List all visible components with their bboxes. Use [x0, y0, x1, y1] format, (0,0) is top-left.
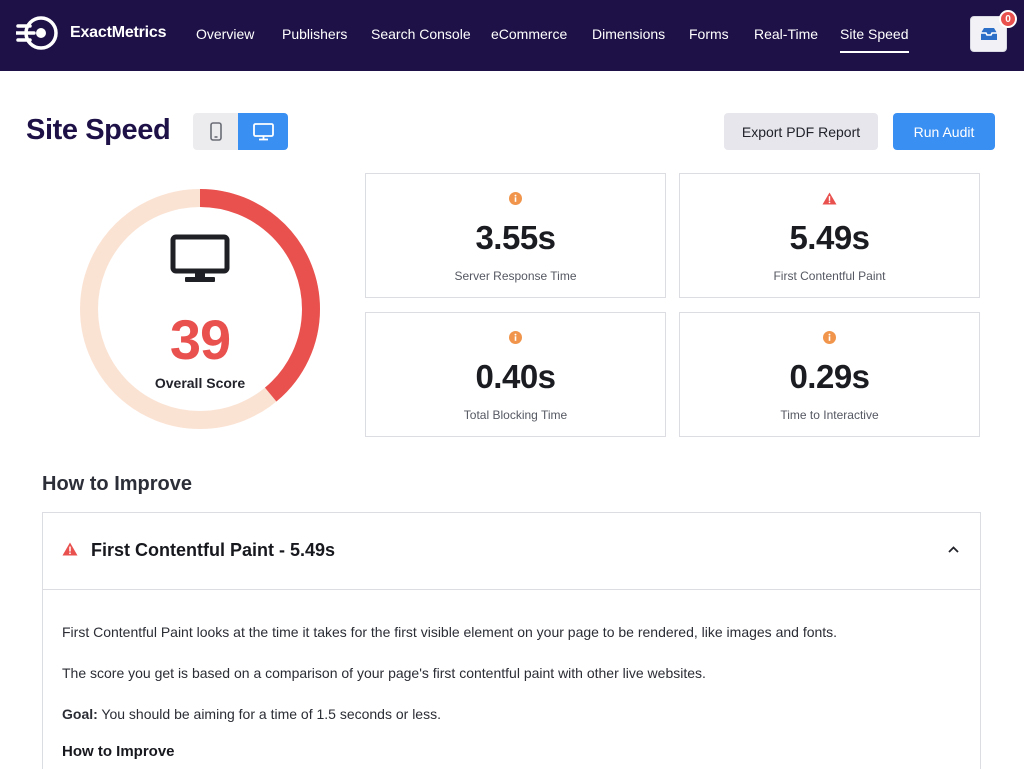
run-audit-button[interactable]: Run Audit: [893, 113, 995, 150]
metric-value: 5.49s: [789, 219, 870, 256]
notifications-button[interactable]: 0: [970, 10, 1017, 52]
mobile-icon: [209, 122, 222, 141]
page-title: Site Speed: [26, 114, 171, 146]
nav-overview[interactable]: Overview: [196, 26, 255, 42]
device-toggle: [193, 113, 288, 150]
notification-count-badge: 0: [999, 10, 1017, 28]
metric-card-server-response-time: 3.55s Server Response Time: [365, 173, 666, 298]
brand-logo[interactable]: ExactMetrics: [16, 15, 167, 51]
goal-text: You should be aiming for a time of 1.5 s…: [97, 706, 441, 722]
metric-label: Total Blocking Time: [463, 408, 568, 422]
metric-card-time-to-interactive: 0.29s Time to Interactive: [679, 312, 980, 437]
nav-publishers[interactable]: Publishers: [282, 26, 348, 42]
how-to-improve-heading: How to Improve: [42, 473, 193, 495]
metric-label: First Contentful Paint: [773, 269, 886, 283]
metric-card-total-blocking-time: 0.40s Total Blocking Time: [365, 312, 666, 437]
metric-value: 0.40s: [475, 358, 556, 395]
metric-value: 3.55s: [475, 219, 556, 256]
warning-icon: [62, 542, 78, 556]
mobile-view-button[interactable]: [193, 113, 238, 150]
metric-label: Server Response Time: [454, 269, 577, 283]
desktop-icon: [170, 234, 230, 282]
score-ring-progress: [80, 189, 320, 429]
top-nav-bar: ExactMetrics Overview Publishers Search …: [0, 0, 1024, 71]
brand-name: ExactMetrics: [70, 24, 167, 41]
export-pdf-report-button[interactable]: Export PDF Report: [724, 113, 878, 150]
desktop-icon: [252, 122, 274, 140]
nav-real-time[interactable]: Real-Time: [754, 26, 819, 42]
how-to-improve-subheading: How to Improve: [62, 743, 175, 760]
overall-score-gauge: 39 Overall Score: [78, 187, 322, 431]
info-icon: [509, 331, 522, 344]
score-ring: [80, 189, 320, 429]
inbox-icon: [980, 28, 997, 40]
metric-label: Time to Interactive: [780, 408, 879, 422]
nav-search-console[interactable]: Search Console: [371, 26, 471, 42]
accordion-header-first-contentful-paint[interactable]: First Contentful Paint - 5.49s: [43, 513, 980, 590]
metric-card-first-contentful-paint: 5.49s First Contentful Paint: [679, 173, 980, 298]
overall-score-label: Overall Score: [154, 375, 246, 391]
accordion-title: First Contentful Paint - 5.49s: [91, 540, 336, 560]
improve-accordion: First Contentful Paint - 5.49s First Con…: [42, 512, 981, 769]
nav-site-speed[interactable]: Site Speed: [840, 26, 909, 53]
goal-label: Goal:: [62, 706, 98, 722]
overall-score-value: 39: [169, 308, 231, 371]
goal-paragraph: Goal: You should be aiming for a time of…: [62, 705, 441, 723]
chevron-up-icon[interactable]: [947, 545, 960, 554]
exactmetrics-logo-icon: [16, 16, 58, 50]
info-icon: [823, 331, 836, 344]
desktop-view-button[interactable]: [238, 113, 288, 150]
info-icon: [509, 192, 522, 205]
metric-value: 0.29s: [789, 358, 870, 395]
warning-icon: [822, 192, 837, 205]
description-paragraph: First Contentful Paint looks at the time…: [62, 624, 838, 640]
nav-ecommerce[interactable]: eCommerce: [491, 26, 568, 42]
comparison-paragraph: The score you get is based on a comparis…: [62, 665, 706, 681]
nav-dimensions[interactable]: Dimensions: [592, 26, 666, 42]
nav-forms[interactable]: Forms: [689, 26, 729, 42]
